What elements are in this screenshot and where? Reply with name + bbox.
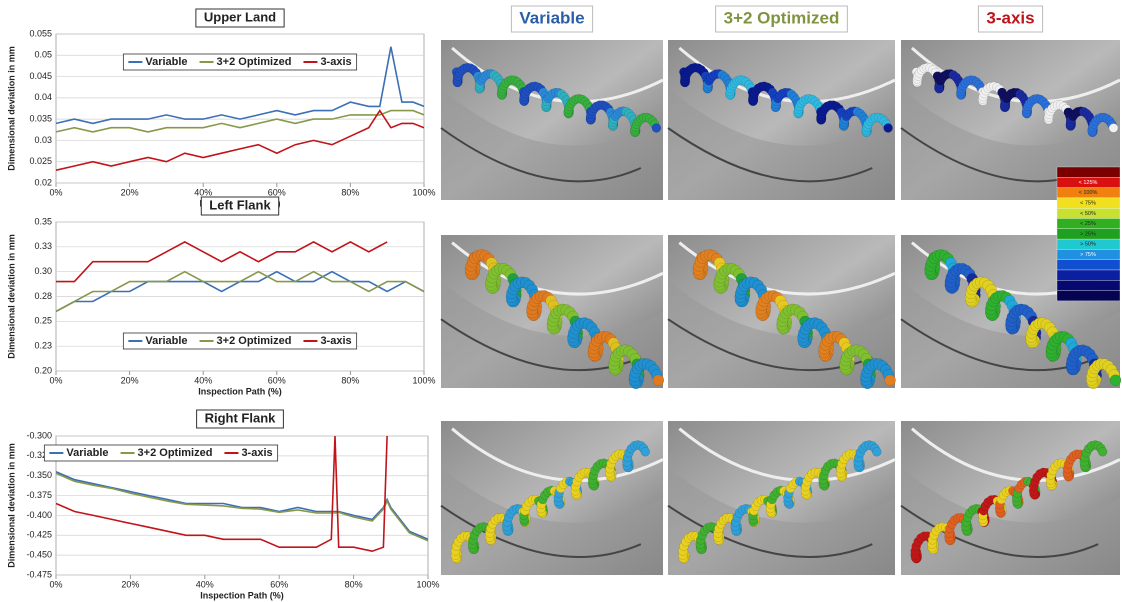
- x-tick-label: 80%: [345, 579, 363, 589]
- scale-swatch: [1057, 167, 1120, 177]
- x-tick-label: 100%: [412, 187, 435, 197]
- y-tick-label: 0.23: [34, 341, 52, 351]
- chart-title: Right Flank: [205, 410, 277, 425]
- scale-label: > 50%: [1080, 242, 1096, 248]
- y-tick-label: 0.045: [29, 71, 52, 81]
- y-tick-label: 0.05: [34, 50, 52, 60]
- y-tick-label: 0.30: [34, 266, 52, 276]
- y-tick-label: 0.03: [34, 135, 52, 145]
- y-axis-label: Dimensional deviation in mm: [6, 443, 16, 568]
- y-tick-label: 0.20: [34, 365, 52, 375]
- coil-bead: [884, 124, 893, 133]
- scale-label: > 25%: [1080, 231, 1096, 237]
- legend-label: Variable: [145, 335, 187, 347]
- scale-label: < 25%: [1080, 221, 1096, 227]
- x-tick-label: 20%: [121, 579, 139, 589]
- scale-label: > 75%: [1080, 252, 1096, 258]
- y-tick-label: 0.02: [34, 177, 52, 187]
- column-header: 3+2 Optimized: [724, 8, 840, 27]
- legend-label: Variable: [66, 447, 108, 459]
- coil-bead: [653, 375, 664, 386]
- scale-swatch: [1057, 270, 1120, 280]
- chart-title: Upper Land: [204, 9, 276, 24]
- x-tick-label: 0%: [49, 375, 62, 385]
- y-tick-label: -0.350: [26, 470, 52, 480]
- column-header: Variable: [519, 8, 584, 27]
- y-axis-label: Dimensional deviation in mm: [6, 46, 16, 171]
- x-tick-label: 80%: [341, 187, 359, 197]
- coil-bead: [1098, 447, 1107, 456]
- coil-bead: [641, 447, 650, 456]
- y-tick-label: 0.28: [34, 291, 52, 301]
- x-tick-label: 40%: [196, 579, 214, 589]
- legend-label: 3+2 Optimized: [217, 56, 292, 68]
- y-tick-label: -0.425: [26, 530, 52, 540]
- scale-label: < 50%: [1080, 211, 1096, 217]
- x-tick-label: 60%: [268, 187, 286, 197]
- y-tick-label: 0.035: [29, 114, 52, 124]
- x-tick-label: 20%: [121, 187, 139, 197]
- legend-label: Variable: [145, 56, 187, 68]
- y-tick-label: 0.055: [29, 28, 52, 38]
- x-tick-label: 60%: [270, 579, 288, 589]
- y-tick-label: -0.375: [26, 490, 52, 500]
- scale-swatch: [1057, 260, 1120, 270]
- x-axis-label: Inspection Path (%): [198, 386, 282, 396]
- y-tick-label: 0.35: [34, 216, 52, 226]
- scale-swatch: [1057, 280, 1120, 290]
- legend-label: 3-axis: [241, 447, 272, 459]
- x-tick-label: 40%: [194, 375, 212, 385]
- y-axis-label: Dimensional deviation in mm: [6, 234, 16, 359]
- y-tick-label: 0.025: [29, 156, 52, 166]
- legend-label: 3-axis: [320, 335, 351, 347]
- x-tick-label: 80%: [341, 375, 359, 385]
- x-axis-label: Inspection Path (%): [200, 590, 284, 600]
- coil-bead: [652, 124, 661, 133]
- x-tick-label: 100%: [412, 375, 435, 385]
- x-tick-label: 0%: [49, 187, 62, 197]
- x-tick-label: 0%: [49, 579, 62, 589]
- chart-title: Left Flank: [209, 197, 271, 212]
- legend-label: 3+2 Optimized: [138, 447, 213, 459]
- coil-bead: [1110, 375, 1121, 386]
- scale-label: < 125%: [1079, 180, 1098, 186]
- y-tick-label: -0.300: [26, 430, 52, 440]
- x-tick-label: 20%: [121, 375, 139, 385]
- scale-label: < 75%: [1080, 201, 1096, 207]
- x-tick-label: 100%: [416, 579, 439, 589]
- coil-bead: [1109, 124, 1118, 133]
- y-tick-label: 0.04: [34, 92, 52, 102]
- y-tick-label: -0.400: [26, 510, 52, 520]
- legend: Variable 3+2 Optimized 3-axis: [123, 54, 356, 70]
- y-tick-label: -0.450: [26, 550, 52, 560]
- scale-swatch: [1057, 291, 1120, 301]
- y-tick-label: 0.25: [34, 316, 52, 326]
- scale-label: < 100%: [1079, 190, 1098, 196]
- x-tick-label: 60%: [268, 375, 286, 385]
- column-header: 3-axis: [986, 8, 1034, 27]
- legend: Variable 3+2 Optimized 3-axis: [44, 445, 277, 461]
- legend-label: 3-axis: [320, 56, 351, 68]
- x-tick-label: 40%: [194, 187, 212, 197]
- y-tick-label: 0.33: [34, 241, 52, 251]
- coil-bead: [872, 447, 881, 456]
- legend-label: 3+2 Optimized: [217, 335, 292, 347]
- coil-bead: [885, 375, 896, 386]
- y-tick-label: -0.475: [26, 569, 52, 579]
- figure: 0.02 0.025 0.03 0.035 0.04 0.045 0.05 0.055 0% 20…: [0, 0, 1122, 602]
- legend: Variable 3+2 Optimized 3-axis: [123, 333, 356, 349]
